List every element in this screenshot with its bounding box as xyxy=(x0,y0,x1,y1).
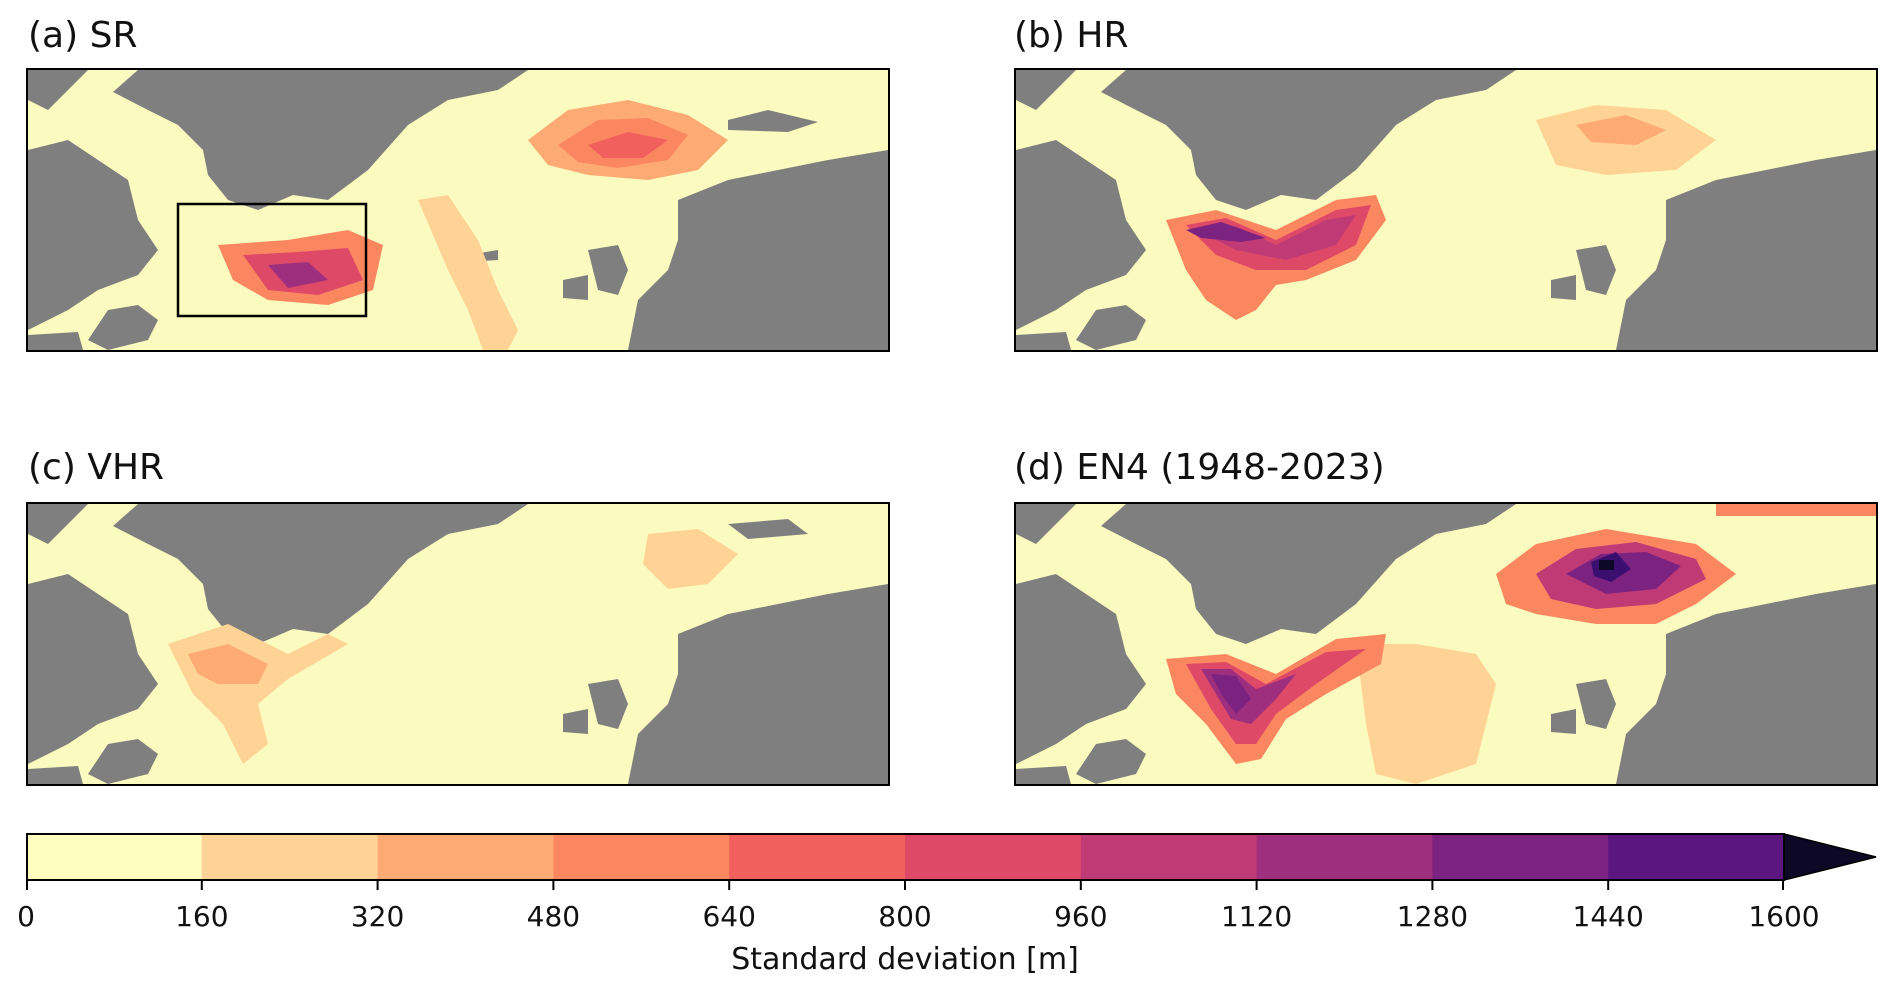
colorbar-segment xyxy=(1608,834,1785,880)
colorbar-tick-label: 480 xyxy=(526,900,581,933)
colorbar-tick-label: 800 xyxy=(878,900,932,933)
colorbar-segment xyxy=(377,834,554,880)
colorbar-segment xyxy=(1080,834,1258,880)
labrador-sea-box xyxy=(176,202,368,318)
colorbar-segment xyxy=(905,834,1082,880)
colorbar-tick-label: 160 xyxy=(175,900,229,933)
map-panel-hr xyxy=(1014,68,1878,352)
colorbar-tick-label: 1120 xyxy=(1220,900,1293,933)
sd-contours-hr xyxy=(1166,105,1716,320)
panel-c-title: (c) VHR xyxy=(28,447,165,488)
colorbar-extend-arrow xyxy=(1783,833,1877,881)
sd-contours-sr xyxy=(218,100,728,350)
sd-contours-vhr xyxy=(168,529,738,764)
colorbar-segment xyxy=(1432,834,1609,880)
colorbar-tick-label: 640 xyxy=(702,900,756,933)
colorbar-tick-label: 1600 xyxy=(1748,900,1820,933)
colorbar-tick-label: 1280 xyxy=(1396,900,1469,933)
sd-contours-en4 xyxy=(1166,504,1876,784)
land xyxy=(1016,70,1876,350)
colorbar-tick-label: 0 xyxy=(17,900,35,933)
map-panel-sr xyxy=(26,68,890,352)
land xyxy=(1016,504,1876,784)
panel-d-title: (d) EN4 (1948-2023) xyxy=(1014,447,1385,488)
colorbar-label: Standard deviation [m] xyxy=(731,942,1079,977)
colorbar-segment xyxy=(26,834,203,880)
colorbar-segment xyxy=(1256,834,1433,880)
colorbar-tick-label: 1440 xyxy=(1572,900,1644,933)
panel-a-title: (a) SR xyxy=(28,15,138,56)
colorbar-segment xyxy=(201,834,379,880)
map-panel-vhr xyxy=(26,502,890,786)
land xyxy=(28,504,888,784)
colorbar-segment xyxy=(729,834,906,880)
panel-b-title: (b) HR xyxy=(1014,15,1129,56)
colorbar-segment xyxy=(553,834,730,880)
map-panel-en4 xyxy=(1014,502,1878,786)
colorbar-tick-label: 320 xyxy=(350,900,405,933)
colorbar-tick-label: 960 xyxy=(1054,900,1108,933)
land xyxy=(28,70,888,350)
colorbar xyxy=(26,833,1877,890)
